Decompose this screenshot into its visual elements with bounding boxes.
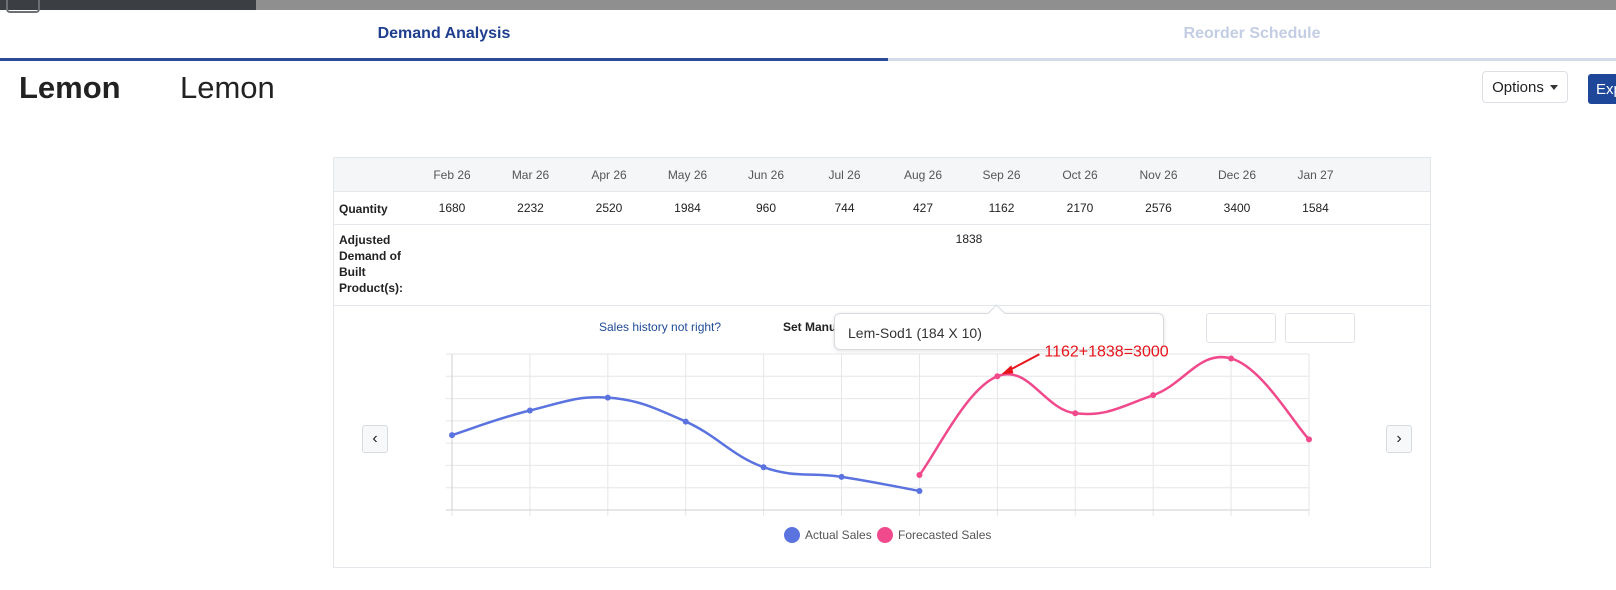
data-point: [1306, 436, 1312, 443]
month-header: Dec 26: [1217, 168, 1257, 182]
export-button[interactable]: Exp: [1588, 74, 1616, 104]
legend-actual-swatch: [784, 527, 800, 543]
brand-bar: [0, 0, 256, 13]
adjusted-demand-value[interactable]: 1838: [955, 232, 983, 246]
legend-forecast-swatch: [877, 527, 893, 543]
quantity-cell: 2576: [1145, 201, 1172, 215]
product-name: Lemon: [180, 70, 275, 105]
options-label: Options: [1492, 78, 1544, 96]
data-point: [526, 407, 533, 414]
logo-icon: [6, 0, 40, 13]
data-point: [760, 464, 767, 471]
series-line-forecast: [918, 355, 1310, 476]
month-header: May 26: [667, 168, 708, 182]
quantity-cell: 2520: [595, 201, 623, 215]
chevron-left-icon[interactable]: ‹: [362, 425, 388, 453]
manual-input-dec[interactable]: [1206, 313, 1276, 343]
quantity-cell: 2232: [517, 201, 544, 215]
legend-forecast-label: Forecasted Sales: [898, 528, 992, 542]
month-header-row: Feb 26 Mar 26 Apr 26 May 26 Jun 26 Jul 26 Aug …: [334, 158, 1430, 192]
product-title: Lemon: [19, 70, 121, 105]
data-point: [604, 394, 611, 401]
month-header: Mar 26: [511, 168, 550, 182]
options-dropdown[interactable]: Options: [1482, 71, 1568, 103]
top-strip: [0, 0, 1616, 13]
quantity-cell: 960: [755, 201, 777, 215]
month-header: Jun 26: [747, 168, 785, 182]
data-point: [994, 373, 1001, 380]
annotation-text: 1162+1838=3000: [1044, 343, 1168, 360]
sales-chart: 1162+1838=3000: [446, 343, 1312, 516]
demand-panel: Feb 26 Mar 26 Apr 26 May 26 Jun 26 Jul 26 Aug …: [333, 157, 1431, 568]
quantity-cell: 3400: [1223, 201, 1251, 215]
manual-input-jan[interactable]: [1285, 313, 1355, 343]
data-point: [449, 432, 455, 439]
data-point: [838, 473, 845, 480]
month-header: Nov 26: [1139, 168, 1178, 182]
set-manual-label: Set Manu: [783, 320, 837, 334]
month-header: Aug 26: [903, 168, 943, 182]
annotation-arrowhead: [1001, 365, 1014, 375]
quantity-cell: 1584: [1302, 201, 1329, 215]
data-point: [1150, 392, 1157, 399]
quantity-cell: 1680: [438, 201, 466, 215]
quantity-row: Quantity 1680 2232 2520 1984 960 744 427 1162 21…: [334, 191, 1430, 225]
caret-down-icon: [1549, 84, 1558, 90]
data-point: [1072, 410, 1079, 417]
product-tooltip: Lem-Sod1 (184 X 10): [834, 313, 1164, 350]
month-header: Sep 26: [982, 168, 1021, 182]
legend-forecast[interactable]: Forecasted Sales: [877, 527, 991, 543]
month-header: Jul 26: [828, 168, 861, 182]
quantity-cell: 1984: [674, 201, 701, 215]
data-point: [916, 487, 923, 494]
sales-history-link[interactable]: Sales history not right?: [599, 320, 722, 334]
legend-actual-label: Actual Sales: [805, 528, 872, 542]
tab-demand-analysis[interactable]: Demand Analysis: [0, 10, 888, 61]
adjusted-demand-row: Adjusted Demand of Built Product(s): 183…: [334, 224, 1430, 306]
month-header: Oct 26: [1062, 168, 1098, 182]
tab-reorder-schedule[interactable]: Reorder Schedule: [888, 10, 1616, 61]
month-header: Feb 26: [433, 168, 471, 182]
tooltip-text: Lem-Sod1 (184 X 10): [848, 325, 982, 341]
quantity-cell: 427: [912, 201, 934, 215]
tab-bar: Demand Analysis Reorder Schedule: [0, 10, 1616, 61]
month-header: Jan 27: [1297, 168, 1334, 182]
quantity-cell: 2170: [1066, 201, 1094, 215]
quantity-cell: 744: [834, 201, 855, 215]
adjusted-demand-label: Adjusted Demand of Built Product(s):: [339, 233, 403, 295]
quantity-label: Quantity: [339, 202, 388, 216]
legend-actual[interactable]: Actual Sales: [784, 527, 872, 543]
chevron-right-icon[interactable]: ›: [1386, 425, 1412, 453]
data-point: [1228, 355, 1235, 362]
month-header: Apr 26: [591, 168, 627, 182]
data-point: [916, 471, 923, 478]
data-point: [682, 418, 689, 425]
quantity-cell: 1162: [988, 201, 1015, 215]
